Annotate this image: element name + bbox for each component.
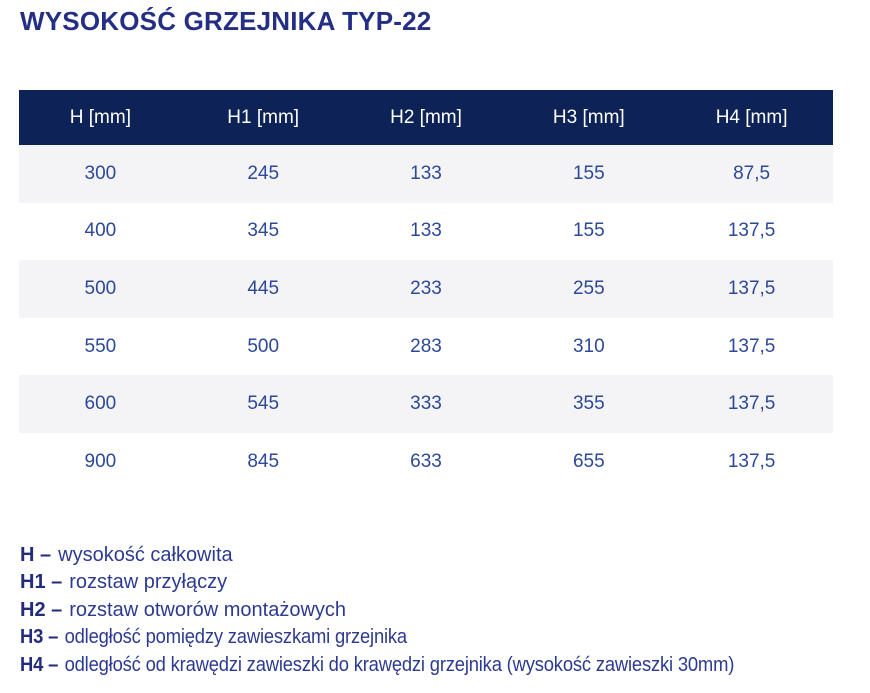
table-cell: 155 [572,162,605,184]
table-cell: 550 [84,335,117,357]
table-cell: 255 [572,277,605,299]
table-cell: 137,5 [727,450,776,472]
table-cell: 445 [247,277,280,299]
table-header-row: H [mm] H1 [mm] H2 [mm] H3 [mm] H4 [mm] [19,90,833,145]
table-cell: 283 [410,335,442,357]
legend-item-h4: H4 – odległość od krawędzi zawieszki do k… [20,652,734,679]
table-cell: 500 [84,277,117,299]
legend-description: wysokość całkowita [58,544,233,566]
table-cell: 133 [410,162,442,184]
table-cell: 310 [572,335,605,357]
table-header: H [mm] H1 [mm] H2 [mm] H3 [mm] H4 [mm] [19,90,833,145]
legend-item-h2: H2 – rozstaw otworów montażowych [20,597,796,624]
table-cell: 137,5 [727,393,776,415]
table-cell: 355 [572,393,605,415]
column-header-h3: H3 [mm] [507,90,671,145]
table-cell: 137,5 [727,335,776,357]
table-cell: 155 [572,220,605,242]
column-header-h4: H4 [mm] [670,90,833,145]
legend-term: H1 – [20,571,63,594]
table-cell: 545 [247,393,280,415]
table-cell: 245 [247,162,280,184]
legend-item-h3: H3 – odległość pomiędzy zawieszkami grzej… [20,624,734,651]
table-cell: 400 [84,220,117,242]
legend-item-h: H – wysokość całkowita [20,542,796,569]
table-cell: 500 [247,335,280,357]
table-cell: 345 [247,220,280,242]
table-cell: 87,5 [733,162,771,184]
legend-description: rozstaw przyłączy [69,571,228,594]
page-title: WYSOKOŚĆ GRZEJNIKA TYP-22 [20,6,432,36]
legend-description: rozstaw otworów montażowych [69,598,347,621]
table-body: 300 245 133 155 87,5 400 345 133 155 137… [19,145,833,491]
table-cell: 137,5 [727,220,776,242]
radiator-height-table: H [mm] H1 [mm] H2 [mm] H3 [mm] H4 [mm] 3… [19,90,833,491]
legend-term: H4 – [20,653,59,676]
table-cell: 655 [572,450,605,472]
table-cell: 300 [84,162,117,184]
table-row: 600 545 333 355 137,5 [19,375,833,433]
table-cell: 233 [410,277,442,299]
table-cell: 137,5 [727,277,776,299]
legend-description: odległość pomiędzy zawieszkami grzejnika [64,626,408,649]
table-cell: 333 [410,393,442,415]
table-cell: 900 [84,450,117,472]
column-header-h2: H2 [mm] [344,90,508,145]
column-header-h: H [mm] [19,90,182,145]
table-row: 300 245 133 155 87,5 [19,145,833,203]
legend-item-h1: H1 – rozstaw przyłączy [20,569,796,596]
legend-term: H3 – [20,626,59,649]
table-row: 500 445 233 255 137,5 [19,260,833,318]
legend-description: odległość od krawędzi zawieszki do krawę… [64,653,735,676]
legend-term: H – [20,544,52,566]
table-cell: 633 [410,450,442,472]
table-cell: 133 [410,220,442,242]
table-row: 900 845 633 655 137,5 [19,432,833,491]
dimension-legend: H – wysokość całkowita H1 – rozstaw przyłą… [20,542,796,679]
table-cell: 600 [84,393,117,415]
table-row: 550 500 283 310 137,5 [19,317,833,376]
legend-term: H2 – [20,598,63,621]
table-cell: 845 [247,450,280,472]
column-header-h1: H1 [mm] [181,90,345,145]
table-row: 400 345 133 155 137,5 [19,202,833,261]
